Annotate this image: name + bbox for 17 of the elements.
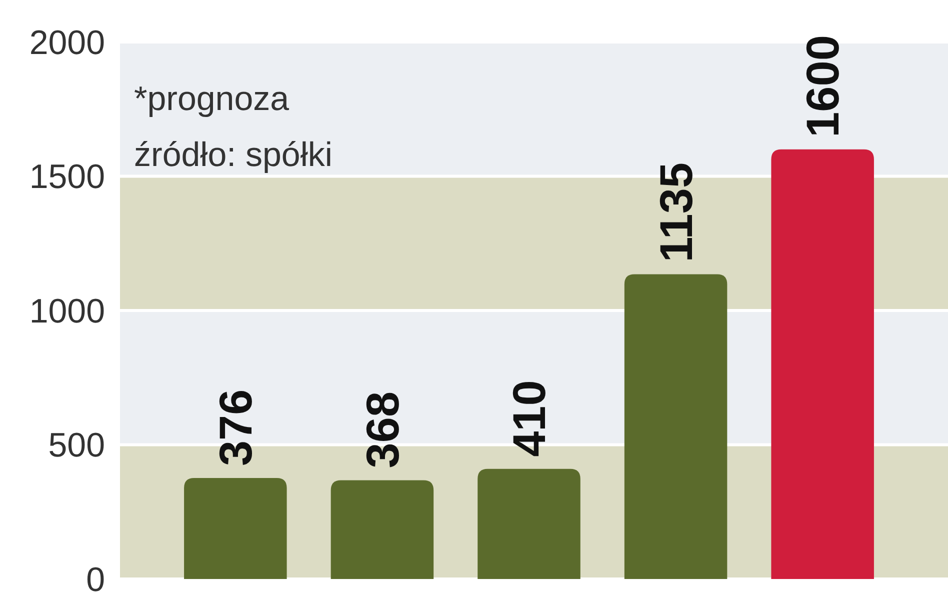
bar — [478, 468, 580, 579]
annotation: źródło: spółki — [134, 136, 332, 174]
bar — [184, 478, 287, 579]
data-label: 1600 — [796, 35, 849, 138]
annotation: *prognoza — [134, 80, 290, 118]
data-label: 376 — [210, 389, 262, 466]
y-tick-label: 0 — [86, 560, 105, 593]
data-label: 368 — [356, 391, 408, 468]
bar — [624, 274, 728, 579]
bar — [330, 480, 434, 579]
y-tick-label: 1000 — [29, 292, 105, 330]
bar — [771, 149, 874, 579]
y-tick-label: 500 — [48, 426, 105, 465]
y-tick-label: 2000 — [29, 24, 105, 62]
data-label: 1135 — [650, 162, 702, 262]
data-label: 410 — [503, 380, 556, 457]
y-tick-label: 1500 — [29, 158, 105, 196]
